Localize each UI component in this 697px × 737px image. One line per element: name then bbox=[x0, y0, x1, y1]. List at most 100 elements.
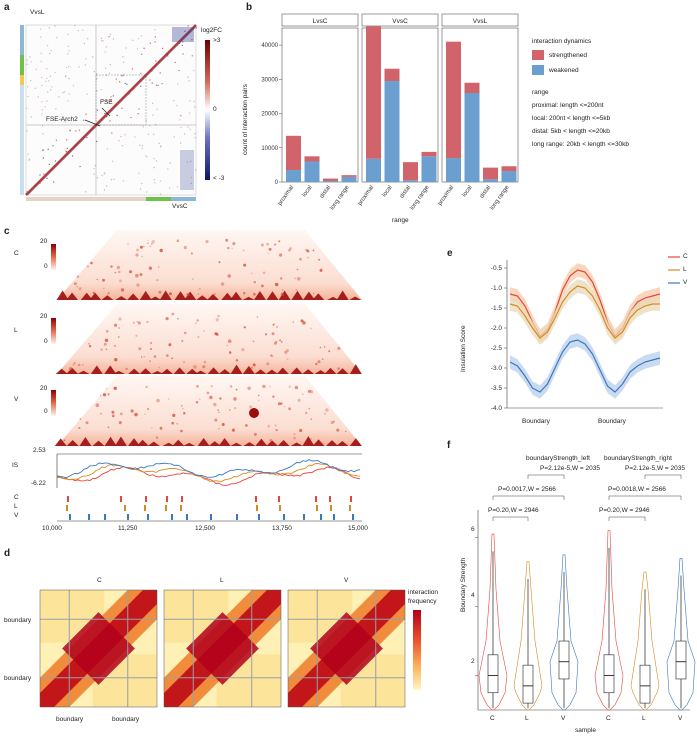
c-hic-dot bbox=[149, 245, 152, 247]
heatmap-dot bbox=[105, 185, 108, 187]
e-ytick-label: -2.5 bbox=[491, 345, 503, 352]
heatmap-dot bbox=[41, 113, 43, 115]
c-boundary-mark bbox=[147, 514, 149, 520]
heatmap-dot bbox=[96, 90, 98, 92]
c-domain-peak bbox=[89, 292, 102, 300]
c-hic-dot bbox=[147, 239, 149, 241]
f-xtick-0: C bbox=[490, 715, 495, 722]
heatmap-dot bbox=[187, 126, 189, 128]
c-domain-peak bbox=[101, 295, 114, 300]
c-hic-dot bbox=[76, 286, 78, 288]
c-boundary-mark bbox=[236, 514, 238, 520]
c-hic-dot bbox=[135, 253, 139, 257]
c-is-bottom: -6.22 bbox=[31, 480, 46, 487]
heatmap-dot bbox=[78, 129, 80, 131]
heatmap-dot bbox=[68, 78, 70, 80]
c-hic-dot bbox=[276, 326, 278, 328]
heatmap-dot bbox=[154, 41, 156, 43]
heatmap-dot bbox=[111, 160, 114, 162]
heatmap-dot bbox=[162, 47, 164, 49]
panel-d-aggregate bbox=[39, 589, 421, 708]
c-hic-dot bbox=[289, 247, 292, 250]
heatmap-dot bbox=[50, 50, 52, 52]
panel-e-chart: -0.5 -1.0 -1.5 -2.0 -2.5 -3.0 -3.5 -4.0 bbox=[491, 256, 680, 412]
c-hic-dot bbox=[305, 411, 308, 415]
heatmap-dot bbox=[145, 155, 147, 157]
c-hic-dot bbox=[214, 418, 218, 422]
heatmap-dot bbox=[142, 126, 144, 128]
heatmap-dot bbox=[184, 30, 186, 32]
c-row-name-2: V bbox=[14, 396, 19, 403]
c-hic-dot bbox=[153, 355, 157, 358]
heatmap-dot bbox=[104, 51, 106, 53]
panel-label-a: a bbox=[4, 2, 10, 13]
c-hic-dot bbox=[336, 428, 340, 432]
c-hic-dot bbox=[139, 273, 143, 277]
panel-b-xlabel: range bbox=[392, 217, 409, 224]
c-hic-dot bbox=[105, 329, 109, 333]
c-hic-dot bbox=[132, 321, 135, 324]
b-xtick-label: proximal bbox=[357, 185, 375, 207]
heatmap-dot bbox=[30, 61, 32, 63]
c-hic-dot bbox=[144, 413, 146, 415]
c-hic-dot bbox=[190, 252, 193, 255]
c-hic-dot bbox=[63, 439, 66, 442]
heatmap-dot bbox=[95, 73, 97, 75]
heatmap-dot bbox=[151, 82, 153, 84]
f-bracket bbox=[492, 516, 529, 521]
f-box bbox=[558, 640, 570, 680]
e-legend-C: C bbox=[683, 253, 688, 260]
c-hic-dot bbox=[210, 385, 213, 388]
c-hic-dot bbox=[111, 410, 115, 414]
f-violin bbox=[478, 533, 508, 711]
c-domain-peak bbox=[242, 296, 255, 300]
c-domain-peak bbox=[104, 365, 117, 374]
e-line-V bbox=[509, 339, 661, 393]
c-hic-dot bbox=[272, 395, 275, 398]
f-bracket bbox=[527, 474, 565, 479]
track-left-4 bbox=[20, 85, 24, 195]
heatmap-dot bbox=[106, 148, 109, 150]
c-hic-dot bbox=[307, 389, 311, 393]
heatmap-dot bbox=[177, 83, 179, 85]
c-hic-dot bbox=[266, 242, 269, 246]
c-domain-peak bbox=[149, 296, 162, 300]
b-bar-weakened bbox=[384, 81, 400, 182]
c-hic-dot bbox=[151, 240, 155, 244]
c-hic-dot bbox=[140, 356, 143, 358]
f-box bbox=[639, 664, 651, 704]
heatmap-dot bbox=[26, 191, 28, 193]
c-domain-peak bbox=[183, 442, 196, 446]
f-violin bbox=[666, 557, 696, 711]
heatmap-dot bbox=[54, 160, 57, 162]
c-hic-dot bbox=[139, 245, 143, 249]
c-hic-dot bbox=[176, 240, 179, 242]
c-hic-dot bbox=[275, 428, 278, 432]
heatmap-dot bbox=[153, 133, 155, 135]
heatmap-dot bbox=[92, 56, 94, 58]
c-hic-dot bbox=[264, 333, 268, 336]
heatmap-dot bbox=[87, 38, 89, 40]
c-domain-peak bbox=[336, 441, 349, 446]
c-hic-dot bbox=[302, 393, 304, 395]
heatmap-dot bbox=[108, 72, 111, 74]
f-group-left: boundaryStrength_left bbox=[526, 455, 590, 462]
c-domain-peak bbox=[80, 292, 93, 300]
c-hic-dot bbox=[196, 385, 199, 388]
heatmap-dot bbox=[146, 156, 148, 158]
c-boundary-mark bbox=[329, 496, 331, 502]
c-hic-dot bbox=[310, 438, 312, 440]
c-hic-dot bbox=[114, 358, 118, 362]
heatmap-dot bbox=[96, 78, 98, 80]
heatmap-dot bbox=[131, 68, 133, 70]
heatmap-dot bbox=[44, 106, 46, 108]
c-domain-peak bbox=[291, 290, 304, 300]
c-hic-dot bbox=[297, 398, 301, 402]
b-bar-strengthened bbox=[446, 41, 461, 159]
c-hic-dot bbox=[79, 418, 82, 420]
heatmap-dot bbox=[100, 89, 102, 91]
c-hic-dot bbox=[247, 386, 251, 391]
c-hic-dot bbox=[296, 277, 301, 281]
c-domain-peak bbox=[66, 440, 79, 446]
c-hic-dot bbox=[85, 421, 89, 425]
